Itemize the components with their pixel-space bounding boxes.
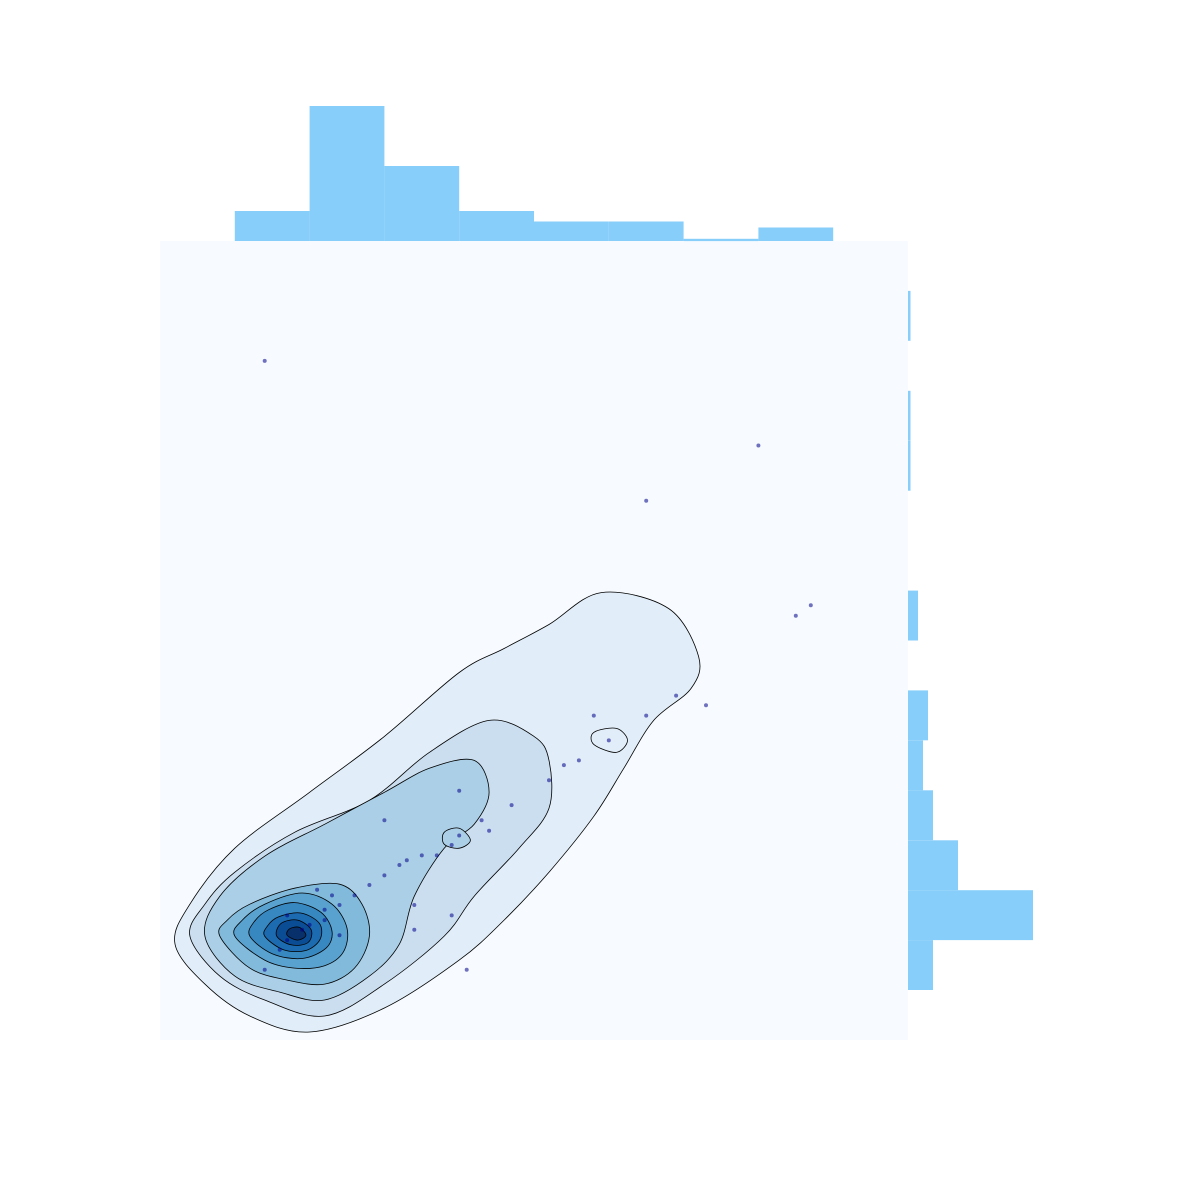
- scatter-point-34: [337, 933, 342, 938]
- scatter-point-17: [449, 843, 454, 847]
- right-marginal-histogram: [908, 290, 1033, 990]
- y-histogram-bar-5: [908, 740, 923, 791]
- scatter-point-8: [591, 713, 596, 718]
- x-histogram-bar-7: [683, 238, 759, 242]
- y-histogram-bar-1: [908, 940, 933, 990]
- scatter-point-23: [367, 883, 372, 887]
- y-histogram-bar-4: [908, 790, 933, 841]
- scatter-point-26: [337, 903, 342, 907]
- scatter-point-15: [487, 828, 492, 833]
- y-histogram-bar-3: [908, 840, 958, 891]
- scatter-point-13: [509, 803, 514, 808]
- scatter-point-4: [793, 613, 798, 618]
- scatter-point-19: [419, 853, 424, 858]
- scatter-point-6: [704, 703, 708, 708]
- scatter-point-3: [808, 603, 813, 608]
- y-histogram-bar-14: [908, 290, 911, 341]
- scatter-point-21: [397, 863, 402, 867]
- scatter-point-12: [547, 778, 551, 783]
- scatter-point-29: [307, 922, 312, 927]
- x-histogram-bar-6: [608, 221, 684, 241]
- y-histogram-bar-6: [908, 690, 928, 741]
- scatter-point-20: [404, 858, 409, 863]
- kde-contours: [174, 591, 701, 1033]
- x-histogram-bar-5: [534, 221, 609, 241]
- scatter-point-2: [644, 498, 649, 503]
- scatter-point-7: [644, 713, 649, 718]
- x-histogram-bar-4: [459, 211, 534, 241]
- scatter-point-9: [606, 738, 611, 743]
- x-histogram-bar-8: [758, 227, 834, 241]
- scatter-point-22: [382, 873, 387, 878]
- scatter-point-31: [285, 938, 290, 943]
- scatter-point-42: [457, 788, 462, 793]
- y-histogram-bar-12: [908, 390, 911, 441]
- scatter-point-0: [262, 358, 267, 363]
- x-histogram-bar-2: [309, 106, 385, 241]
- scatter-points: [262, 358, 813, 972]
- scatter-point-36: [449, 913, 454, 918]
- scatter-point-10: [576, 758, 581, 763]
- top-marginal-histogram: [234, 106, 834, 242]
- x-histogram-bar-3: [384, 166, 460, 241]
- scatter-point-24: [352, 893, 357, 898]
- scatter-point-16: [457, 833, 462, 838]
- y-histogram-bar-11: [908, 440, 911, 491]
- scatter-point-28: [322, 918, 327, 923]
- scatter-point-33: [262, 967, 267, 972]
- scatter-point-18: [434, 853, 439, 858]
- scatter-point-37: [464, 967, 469, 972]
- scatter-point-1: [756, 443, 761, 448]
- scatter-point-11: [561, 763, 566, 768]
- x-histogram-bar-1: [234, 211, 310, 241]
- scatter-point-27: [322, 907, 327, 912]
- y-histogram-bar-2: [908, 890, 1033, 941]
- scatter-point-38: [412, 903, 417, 907]
- scatter-point-25: [330, 893, 334, 898]
- scatter-point-30: [300, 927, 305, 932]
- scatter-point-40: [285, 913, 290, 918]
- y-histogram-bar-8: [908, 590, 918, 641]
- scatter-point-5: [674, 693, 679, 698]
- scatter-point-41: [382, 818, 387, 823]
- scatter-point-35: [412, 927, 417, 932]
- scatter-point-39: [315, 887, 320, 892]
- scatter-point-32: [277, 947, 282, 952]
- scatter-point-14: [479, 818, 484, 823]
- kde-contour-level-3-1: [441, 827, 471, 849]
